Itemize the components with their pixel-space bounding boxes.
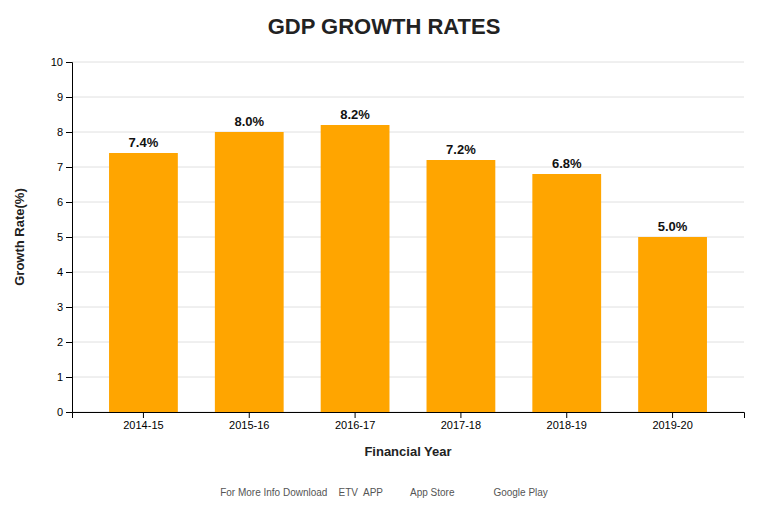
bar [427, 160, 496, 412]
tick-mark [66, 342, 72, 343]
tick: 6 [57, 196, 72, 208]
tick-label: 5 [57, 231, 63, 243]
tick: 4 [57, 266, 72, 278]
tick-mark [672, 412, 673, 418]
data-label: 7.4% [129, 135, 159, 150]
tick: 8 [57, 126, 72, 138]
tick-mark [66, 307, 72, 308]
data-label: 6.8% [552, 156, 582, 171]
tick-label: 10 [51, 56, 63, 68]
tick-mark [66, 272, 72, 273]
tick: 2015-16 [229, 412, 269, 431]
data-labels: 7.4% 8.0% 8.2% 7.2% 6.8% 5.0% [129, 107, 688, 234]
tick: 2017-18 [441, 412, 481, 431]
tick: 2 [57, 336, 72, 348]
tick-mark [66, 237, 72, 238]
y-axis-title: Growth Rate(%) [12, 188, 27, 286]
axis-line [73, 413, 745, 419]
tick-label: 2 [57, 336, 63, 348]
x-axis: 2014-15 2015-16 2016-17 2017-18 2018-19 2019-… [73, 412, 745, 431]
bar [321, 125, 390, 412]
tick-label: 2017-18 [441, 419, 481, 431]
tick-label: 2016-17 [335, 419, 375, 431]
bar [109, 153, 178, 412]
bar [532, 174, 601, 412]
tick-mark [66, 412, 72, 413]
tick-label: 8 [57, 126, 63, 138]
data-label: 5.0% [658, 219, 688, 234]
tick-label: 9 [57, 91, 63, 103]
tick-mark [66, 167, 72, 168]
chart: GDP GROWTH RATES 7.4% 8.0% 8.2% 7.2% 6.8% 5.0%… [0, 0, 768, 512]
tick-label: 1 [57, 371, 63, 383]
tick-mark [355, 412, 356, 418]
title: GDP GROWTH RATES [268, 14, 501, 39]
tick-label: 2015-16 [229, 419, 269, 431]
bar [215, 132, 284, 412]
tick: 9 [57, 91, 72, 103]
tick: 2016-17 [335, 412, 375, 431]
bar [638, 237, 707, 412]
tick-mark [460, 412, 461, 418]
y-axis: 0 1 2 3 4 5 6 7 8 9 10 [51, 56, 73, 418]
tick-mark [66, 132, 72, 133]
bars [109, 125, 707, 412]
tick-label: 7 [57, 161, 63, 173]
tick-label: 2014-15 [123, 419, 163, 431]
tick: 1 [57, 371, 72, 383]
tick: 2019-20 [652, 412, 692, 431]
tick-label: 2019-20 [652, 419, 692, 431]
data-label: 8.0% [234, 114, 264, 129]
grid-line [72, 97, 744, 98]
annotation: For More Info Download ETV APP App Store… [220, 487, 548, 498]
tick-mark [143, 412, 144, 418]
axis-line [66, 63, 73, 413]
tick-mark [566, 412, 567, 418]
tick-mark [249, 412, 250, 418]
tick-label: 6 [57, 196, 63, 208]
plot: 7.4% 8.0% 8.2% 7.2% 6.8% 5.0% 0 1 2 3 4 5 6 7 8 9 10 2014… [51, 56, 745, 431]
data-label: 7.2% [446, 142, 476, 157]
tick-mark [66, 377, 72, 378]
tick: 10 [51, 56, 72, 68]
grid [72, 62, 744, 412]
tick-label: 0 [57, 406, 63, 418]
grid-line [72, 62, 744, 63]
tick-label: 2018-19 [547, 419, 587, 431]
tick-label: 3 [57, 301, 63, 313]
tick: 2014-15 [123, 412, 163, 431]
tick-mark [66, 62, 72, 63]
tick: 0 [57, 406, 72, 418]
tick-label: 4 [57, 266, 63, 278]
tick-mark [66, 97, 72, 98]
tick: 3 [57, 301, 72, 313]
tick: 7 [57, 161, 72, 173]
tick-mark [66, 202, 72, 203]
data-label: 8.2% [340, 107, 370, 122]
tick: 2018-19 [547, 412, 587, 431]
x-axis-title: Financial Year [364, 444, 451, 459]
tick: 5 [57, 231, 72, 243]
grid-line [72, 132, 744, 133]
